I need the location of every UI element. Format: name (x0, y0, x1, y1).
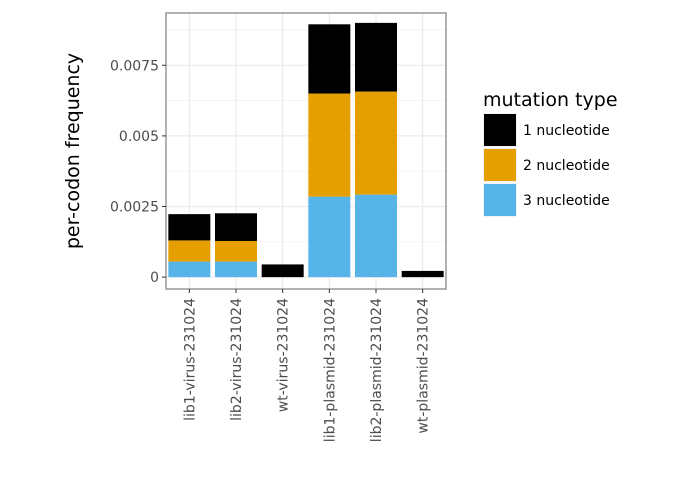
y-tick-label: 0.0025 (110, 200, 159, 216)
legend-label: 3 nucleotide (523, 193, 610, 209)
legend-swatch (484, 114, 516, 146)
bar-segment (401, 270, 444, 278)
y-axis-ticks: 0 0.0025 0.005 0.0075 (110, 58, 166, 286)
bar-segment (355, 22, 397, 92)
x-tick-label: lib1-virus-231024 (182, 298, 198, 421)
x-tick-label: lib2-virus-231024 (229, 298, 245, 421)
x-tick-label: lib1-plasmid-231024 (322, 298, 338, 442)
legend-label: 1 nucleotide (523, 123, 610, 139)
bar-segment (168, 214, 211, 241)
legend-label: 2 nucleotide (523, 158, 610, 174)
panel-background (166, 13, 446, 289)
legend-title: mutation type (483, 89, 618, 111)
legend: mutation type 1 nucleotide 2 nucleotide 3 … (483, 89, 618, 217)
bar-segment (215, 240, 257, 262)
x-tick-label: wt-virus-231024 (276, 298, 292, 412)
bar-segment (308, 24, 351, 94)
y-tick-label: 0.0075 (110, 58, 159, 74)
y-tick-label: 0.005 (119, 129, 159, 145)
plot-frame (165, 12, 447, 290)
bars (168, 22, 444, 278)
x-axis-ticks: lib1-virus-231024 lib2-virus-231024 wt-vir… (182, 289, 432, 442)
bar-segment (308, 196, 351, 278)
bar-segment (168, 261, 211, 278)
legend-swatch (484, 149, 516, 181)
x-tick-label: wt-plasmid-231024 (416, 298, 432, 434)
y-axis-title: per-codon frequency (62, 53, 84, 249)
x-tick-label: lib2-plasmid-231024 (369, 298, 385, 442)
bar-segment (168, 240, 211, 262)
panel-border (165, 12, 447, 290)
bar-segment (355, 194, 397, 278)
bar-segment (355, 91, 397, 195)
bar-segment (215, 213, 257, 241)
plot-panel (166, 13, 446, 289)
bar-segment (308, 93, 351, 197)
legend-swatch (484, 184, 516, 216)
bar-segment (215, 261, 257, 278)
bar-segment (261, 264, 304, 278)
y-tick-label: 0 (150, 270, 159, 286)
